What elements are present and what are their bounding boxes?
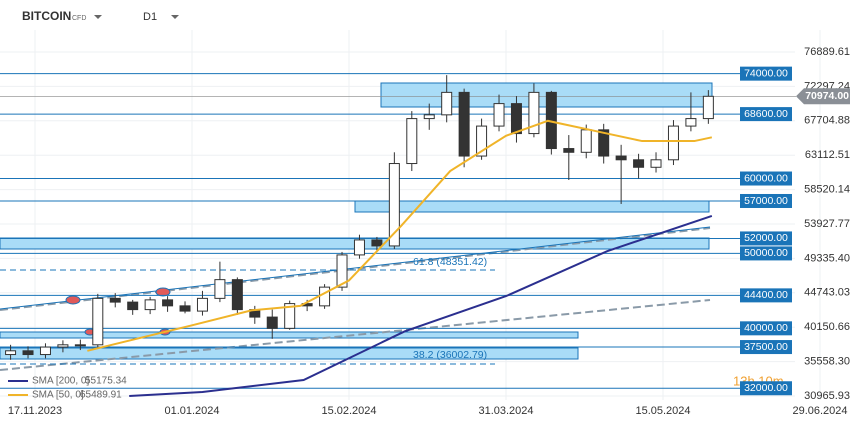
- candle-body: [284, 303, 296, 329]
- level-label: 37500.00: [744, 341, 788, 353]
- level-label: 40000.00: [744, 322, 788, 334]
- candle-body: [580, 129, 592, 153]
- candle-body: [336, 254, 348, 288]
- candle-body: [214, 279, 226, 299]
- y-tick-label: 40150.66: [804, 321, 850, 333]
- y-tick-label: 35558.30: [804, 356, 850, 368]
- candle-body: [476, 125, 488, 157]
- level-tag: [740, 66, 792, 81]
- x-tick-label: 15.02.2024: [321, 405, 376, 417]
- candle-body: [57, 344, 69, 348]
- candle-body: [650, 159, 662, 168]
- timeframe[interactable]: D1: [143, 11, 157, 23]
- candle-body: [266, 316, 278, 329]
- sma-line: [87, 119, 713, 352]
- candle-body: [231, 279, 243, 311]
- y-tick-label: 76889.61: [804, 46, 850, 58]
- y-tick-label: 30965.93: [804, 390, 850, 402]
- trendline: [0, 227, 711, 311]
- candle-body: [109, 297, 121, 303]
- level-label: 57000.00: [744, 195, 788, 207]
- candle-body: [22, 350, 34, 356]
- candle-body: [406, 118, 418, 165]
- x-tick-label: 17.11.2023: [8, 405, 62, 417]
- candle-body: [371, 239, 383, 247]
- level-tag: [740, 288, 792, 303]
- candle-body: [388, 163, 400, 247]
- level-tag: [740, 246, 792, 261]
- marker: [155, 287, 171, 297]
- symbol[interactable]: BITCOIN: [22, 9, 71, 23]
- candle-body: [144, 299, 156, 311]
- level-tag: [740, 340, 792, 355]
- level-label: 68600.00: [744, 108, 788, 120]
- candle-body: [39, 346, 51, 356]
- level-label: 52000.00: [744, 232, 788, 244]
- y-tick-label: 49335.40: [804, 252, 850, 264]
- candle-body: [179, 305, 191, 312]
- level-label: 60000.00: [744, 172, 788, 184]
- candle-body: [5, 350, 17, 356]
- level-tag: [740, 321, 792, 336]
- dropdown-arrow[interactable]: [171, 15, 179, 19]
- level-tag: [740, 193, 792, 208]
- level-tag: [740, 171, 792, 186]
- y-tick-label: 63112.51: [805, 149, 850, 161]
- zone: [354, 200, 710, 213]
- candle-body: [458, 91, 470, 157]
- y-tick-label: 58520.14: [804, 184, 850, 196]
- candle-body: [127, 301, 139, 311]
- candle-body: [510, 103, 522, 135]
- candle-body: [493, 103, 505, 127]
- market: CFD: [72, 15, 86, 22]
- marker: [65, 295, 81, 305]
- header: BITCOIN CFD D1: [22, 9, 179, 23]
- legend-value: 65489.91: [80, 390, 122, 401]
- legend-value: 55175.34: [85, 376, 127, 387]
- candle-body: [353, 239, 365, 256]
- x-tick-label: 15.05.2024: [635, 405, 690, 417]
- candle-body: [441, 91, 453, 116]
- candle-body: [598, 129, 610, 157]
- candle-body: [667, 125, 679, 161]
- zone: [0, 347, 579, 360]
- level-tag: [740, 107, 792, 122]
- current-price-tag: [796, 88, 850, 105]
- y-tick-label: 53927.77: [804, 218, 850, 230]
- y-tick-label: 67704.88: [804, 115, 850, 127]
- candle-body: [319, 286, 331, 307]
- sma-line: [129, 215, 713, 398]
- y-tick-label: 44743.03: [804, 287, 850, 299]
- candle-body: [528, 91, 540, 135]
- level-label: 32000.00: [744, 382, 788, 394]
- level-label: 44400.00: [744, 289, 788, 301]
- x-tick-label: 31.03.2024: [478, 405, 533, 417]
- trendline: [0, 299, 711, 371]
- level-tag: [740, 231, 792, 246]
- candle-body: [92, 297, 104, 346]
- zone: [0, 331, 579, 339]
- fib-label: 38.2 (36002.79): [413, 349, 487, 361]
- level-label: 50000.00: [744, 247, 788, 259]
- candle-body: [162, 299, 174, 307]
- level-tag: [740, 381, 792, 396]
- legend-name: SMA [50, 0]: [32, 390, 84, 401]
- candle-body: [74, 344, 86, 347]
- current-price-label: 70974.00: [805, 90, 849, 102]
- candle-body: [615, 155, 627, 161]
- candle-body: [563, 148, 575, 153]
- dropdown-arrow[interactable]: [94, 15, 102, 19]
- x-tick-label: 01.01.2024: [164, 405, 219, 417]
- candle-body: [633, 159, 645, 168]
- candle-body: [196, 297, 208, 312]
- fib-label: 61.8 (48351.42): [413, 256, 487, 268]
- x-tick-label: 29.06.2024: [792, 405, 847, 417]
- candle-body: [702, 95, 714, 120]
- level-label: 74000.00: [744, 67, 788, 79]
- candle-body: [685, 118, 697, 127]
- candle-body: [423, 114, 435, 120]
- legend-name: SMA [200, 0]: [32, 376, 89, 387]
